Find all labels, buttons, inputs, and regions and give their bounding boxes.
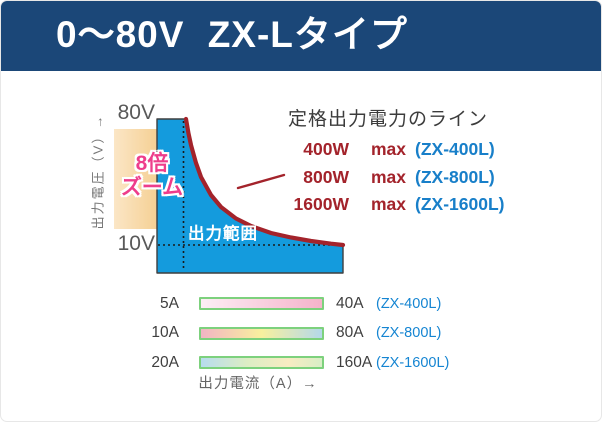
range-max-label: 80A xyxy=(336,324,364,342)
x-axis-label: 出力電流（A）→ xyxy=(198,376,318,392)
zoom-8x-badge: 8倍 ズーム xyxy=(115,152,189,199)
legend-row-800w: 800W max (ZX-800L) xyxy=(271,167,504,195)
legend-power: 1600W xyxy=(293,194,349,214)
range-model-label: (ZX-800L) xyxy=(376,325,442,342)
zoom-badge-line2: ズーム xyxy=(120,175,184,199)
y-tick-80v: 80V xyxy=(117,101,155,124)
page-title: 0～80V ZX-Lタイプ xyxy=(56,14,408,55)
legend-row-1600w: 1600W max (ZX-1600L) xyxy=(271,194,505,222)
range-max-label: 40A xyxy=(336,294,364,312)
range-model-label: (ZX-1600L) xyxy=(376,354,450,371)
rated-power-legend: 400W max (ZX-400L) 800W max (ZX-800L) 16… xyxy=(271,139,505,222)
legend-model: (ZX-800L) xyxy=(415,166,495,187)
legend-power: 800W xyxy=(303,166,349,187)
legend-max: max xyxy=(371,166,407,187)
range-model-label: (ZX-400L) xyxy=(376,295,442,312)
legend-power: 400W xyxy=(303,139,349,159)
legend-model: (ZX-1600L) xyxy=(415,194,505,214)
legend-max: max xyxy=(371,194,407,214)
range-min-label: 5A xyxy=(160,294,179,312)
current-range-row-zx400l: 5A 40A (ZX-400L) xyxy=(141,289,449,319)
current-range-list: 5A 40A (ZX-400L) 10A 80A (ZX-800L) 20A 1… xyxy=(141,289,449,378)
output-range-label: 出力範囲 xyxy=(188,225,258,243)
current-range-row-zx800l: 10A 80A (ZX-800L) xyxy=(141,319,449,349)
legend-row-400w: 400W max (ZX-400L) xyxy=(271,139,504,167)
legend-title: 定格出力電力のライン xyxy=(288,109,489,130)
current-range-gradient-bar xyxy=(199,297,324,311)
range-max-label: 160A xyxy=(336,353,373,371)
range-min-label: 10A xyxy=(151,324,179,342)
legend-model: (ZX-400L) xyxy=(415,139,495,159)
current-range-row-zx1600l: 20A 160A (ZX-1600L) xyxy=(141,348,449,378)
title-bar: 0～80V ZX-Lタイプ xyxy=(1,1,601,71)
y-tick-10v: 10V xyxy=(117,232,155,255)
zoom-badge-line1: 8倍 xyxy=(135,152,169,175)
legend-max: max xyxy=(371,139,407,159)
current-range-gradient-bar xyxy=(199,356,324,370)
range-min-label: 20A xyxy=(151,353,179,371)
current-range-gradient-bar xyxy=(199,326,324,340)
